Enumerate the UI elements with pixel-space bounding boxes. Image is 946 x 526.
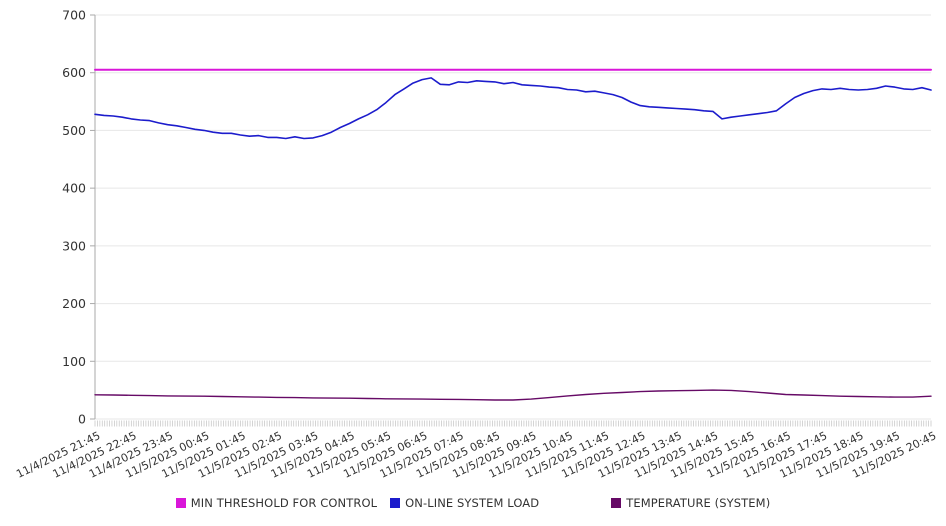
legend-item-min-threshold-for-control: MIN THRESHOLD FOR CONTROL (175, 496, 378, 510)
y-tick-label: 700 (62, 8, 86, 23)
legend-item-on-line-system-load: ON-LINE SYSTEM LOAD (390, 496, 539, 510)
legend-swatch-icon (175, 498, 186, 508)
y-tick-label: 100 (62, 354, 86, 369)
x-axis-minor-ticks (94, 420, 932, 427)
legend-label: MIN THRESHOLD FOR CONTROL (190, 496, 378, 510)
y-tick-label: 600 (62, 65, 86, 80)
legend-swatch-icon (611, 498, 622, 508)
y-tick-label: 0 (78, 412, 86, 427)
chart-legend: MIN THRESHOLD FOR CONTROL ON-LINE SYSTEM… (0, 496, 946, 510)
series-line-on-line-system-load (94, 77, 932, 140)
legend-swatch-icon (390, 498, 401, 508)
legend-label: ON-LINE SYSTEM LOAD (405, 496, 540, 510)
legend-label: TEMPERATURE (SYSTEM) (626, 496, 771, 510)
y-tick-label: 300 (62, 238, 86, 253)
y-tick-label: 400 (62, 181, 86, 196)
y-tick-label: 500 (62, 123, 86, 138)
legend-item-temperature-system: TEMPERATURE (SYSTEM) (611, 496, 770, 510)
series-line-temperature-system- (94, 389, 932, 401)
y-tick-label: 200 (62, 296, 86, 311)
